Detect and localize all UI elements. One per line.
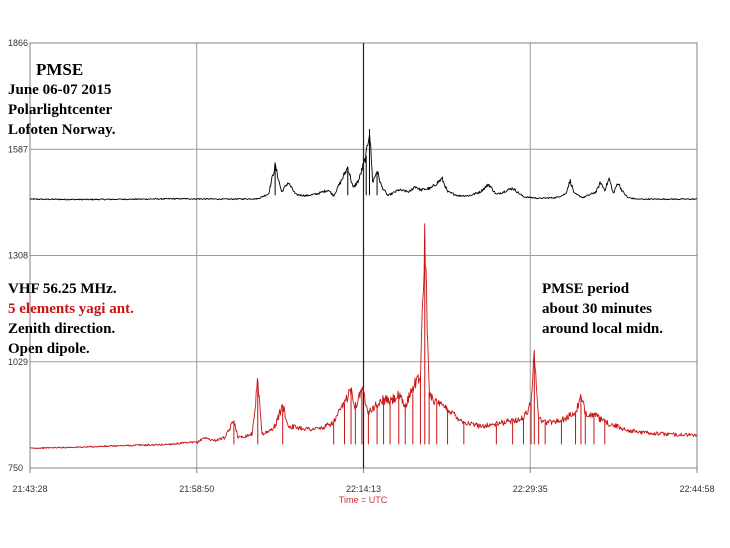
series-line-2 xyxy=(29,223,698,450)
annotation-frequency: VHF 56.25 MHz. xyxy=(8,281,117,297)
annotation-bottom-left: VHF 56.25 MHz. 5 elements yagi ant. Zeni… xyxy=(8,279,134,359)
chart-grid xyxy=(29,42,698,469)
annotation-period: PMSE period xyxy=(542,281,630,297)
annotation-location: Polarlightcenter xyxy=(8,102,113,118)
x-tick-label: 22:44:58 xyxy=(679,484,714,494)
annotation-antenna: 5 elements yagi ant. xyxy=(8,301,134,317)
annotation-date: June 06-07 2015 xyxy=(8,82,112,98)
annotation-bottom-right: PMSE period about 30 minutes around loca… xyxy=(542,279,663,339)
annotation-duration: about 30 minutes xyxy=(542,301,653,317)
x-axis-ticks: 21:43:28 21:58:50 22:14:13 22:29:35 22:44:58 xyxy=(12,468,715,494)
annotation-region: Lofoten Norway. xyxy=(8,122,116,138)
x-tick-label: 21:43:28 xyxy=(12,484,47,494)
x-tick-label: 21:58:50 xyxy=(179,484,214,494)
annotation-title: PMSE xyxy=(36,60,84,79)
series-2-peaks xyxy=(233,239,606,445)
annotation-top-left: PMSE June 06-07 2015 Polarlightcenter Lo… xyxy=(8,60,116,140)
series-1-peaks xyxy=(274,129,378,196)
annotation-dipole: Open dipole. xyxy=(8,341,90,357)
y-tick-label: 1029 xyxy=(8,357,28,367)
y-tick-label: 750 xyxy=(8,463,23,473)
y-axis-ticks: 1866 1587 1308 1029 750 xyxy=(8,38,28,473)
annotation-timing: around local midn. xyxy=(542,321,664,337)
y-tick-label: 1587 xyxy=(8,144,28,154)
x-tick-label: 22:14:13 xyxy=(346,484,381,494)
chart-series xyxy=(29,129,698,450)
x-axis-label: Time = UTC xyxy=(339,495,388,505)
y-tick-label: 1308 xyxy=(8,251,28,261)
x-tick-label: 22:29:35 xyxy=(513,484,548,494)
y-tick-label: 1866 xyxy=(8,38,28,48)
series-line-1 xyxy=(29,134,698,201)
annotation-direction: Zenith direction. xyxy=(8,321,116,337)
